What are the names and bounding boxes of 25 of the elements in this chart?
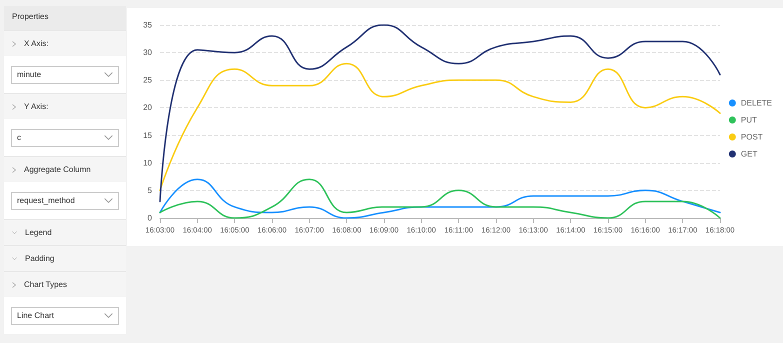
text: Y Axis: (24, 102, 48, 111)
y-tick-label: 20 (143, 103, 153, 112)
text: Chart Types (24, 280, 67, 289)
text: Aggregate Column (24, 165, 91, 174)
text: Properties (4, 6, 126, 30)
text: X Axis: (24, 39, 48, 48)
legend-label: POST (740, 132, 763, 142)
text: Line Chart (17, 311, 54, 320)
text: minute (17, 70, 42, 79)
y-tick-label: 30 (143, 48, 153, 58)
y-tick-label: 35 (143, 20, 153, 30)
text: Legend (25, 228, 52, 237)
text: Padding (25, 254, 54, 263)
line-series (159, 62, 721, 192)
y-tick-label: 5 (148, 186, 153, 195)
legend-label: GET (740, 150, 758, 158)
y-tick-label: 15 (143, 130, 153, 140)
y-tick-label: 10 (143, 158, 153, 168)
legend-label: PUT (740, 116, 757, 124)
y-tick-label: 25 (143, 76, 153, 85)
legend-label: DELETE (740, 98, 772, 108)
line-series (159, 24, 721, 202)
text: request_method (17, 196, 75, 205)
text: c (17, 133, 21, 142)
y-tick-label: 0 (148, 214, 153, 222)
